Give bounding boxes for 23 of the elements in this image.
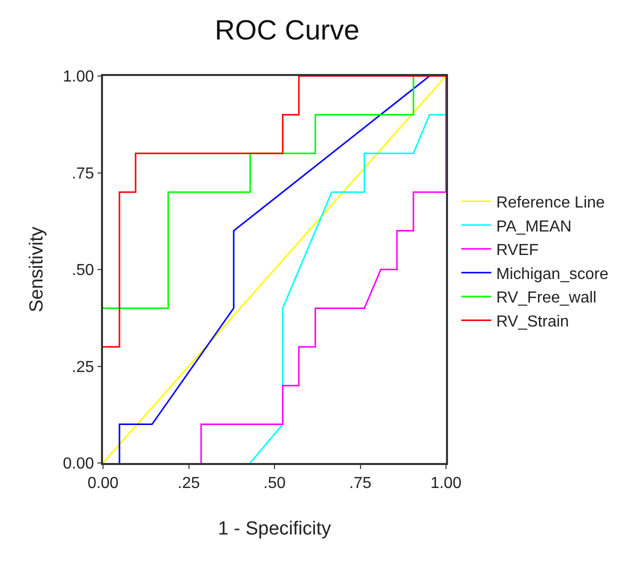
y-tick-label: .75 xyxy=(72,165,94,182)
y-axis-title: Sensitivity xyxy=(26,226,48,312)
legend-label: Reference Line xyxy=(496,194,605,212)
chart-title: ROC Curve xyxy=(214,14,360,46)
line-series xyxy=(103,76,446,348)
x-tick-label: .25 xyxy=(178,474,200,492)
line-series xyxy=(103,76,414,309)
line-series xyxy=(200,76,446,463)
legend-label: RV_Free_wall xyxy=(496,290,596,307)
legend-label: RVEF xyxy=(496,242,539,260)
x-axis-title: 1 - Specificity xyxy=(218,518,332,540)
x-tick-label: .75 xyxy=(349,474,372,492)
y-tick-label: 0.00 xyxy=(62,456,94,473)
x-tick-label: .50 xyxy=(263,474,286,492)
x-tick-label: 1.00 xyxy=(430,474,462,492)
y-tick-label: .25 xyxy=(72,358,94,376)
y-tick-label: .50 xyxy=(72,262,94,280)
y-tick-label: 1.00 xyxy=(62,68,94,86)
x-tick-label: 0.00 xyxy=(87,474,119,492)
legend-label: PA_MEAN xyxy=(496,218,572,236)
legend-label: RV_Strain xyxy=(496,314,569,330)
legend-label: Michigan_score xyxy=(496,266,608,283)
line-series xyxy=(249,114,446,463)
